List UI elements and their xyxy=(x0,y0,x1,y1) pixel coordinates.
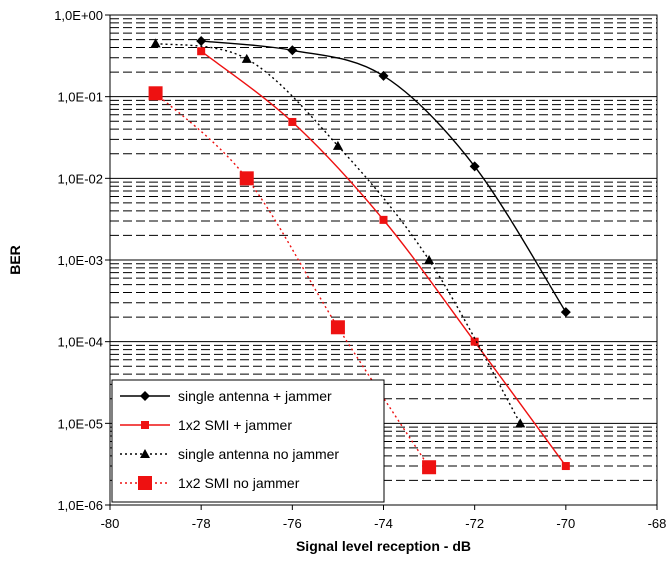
series-line xyxy=(200,50,567,467)
x-axis-title: Signal level reception - dB xyxy=(296,538,471,554)
data-point xyxy=(469,161,480,172)
y-tick-label: 1,0E+00 xyxy=(54,8,103,23)
y-axis-ticks: 1,0E+00 1,0E-01 1,0E-02 1,0E-03 1,0E-04 1,0E-… xyxy=(54,8,110,513)
data-point xyxy=(287,45,298,56)
legend-swatch-marker xyxy=(140,449,150,458)
data-point xyxy=(424,255,435,264)
series-3 xyxy=(150,38,526,428)
series-layer xyxy=(148,36,571,475)
x-tick-label: -80 xyxy=(101,516,120,531)
data-point xyxy=(422,460,437,475)
y-axis-title: BER xyxy=(7,245,23,275)
data-point xyxy=(561,462,570,471)
legend-label: 1x2 SMI + jammer xyxy=(178,417,292,433)
x-tick-label: -74 xyxy=(374,516,393,531)
series-2 xyxy=(197,47,570,471)
data-point xyxy=(239,171,254,186)
legend-label: single antenna + jammer xyxy=(178,388,332,404)
data-point xyxy=(379,215,388,224)
legend: single antenna + jammer 1x2 SMI + jammer s… xyxy=(111,379,385,503)
data-point xyxy=(150,38,161,48)
data-point xyxy=(148,86,163,101)
y-tick-label: 1,0E-05 xyxy=(57,416,103,431)
legend-swatch-marker xyxy=(140,391,150,401)
x-tick-label: -68 xyxy=(648,516,667,531)
data-point xyxy=(288,117,297,126)
series-4 xyxy=(148,86,437,475)
legend-label: single antenna no jammer xyxy=(178,446,339,462)
data-point xyxy=(332,140,343,150)
y-tick-label: 1,0E-02 xyxy=(57,171,103,186)
data-point xyxy=(515,418,526,428)
legend-item: 1x2 SMI no jammer xyxy=(120,475,300,491)
legend-item: single antenna no jammer xyxy=(120,446,339,462)
x-tick-label: -76 xyxy=(283,516,302,531)
data-point xyxy=(378,70,389,81)
series-1 xyxy=(196,36,571,318)
legend-box xyxy=(111,379,385,503)
x-tick-label: -72 xyxy=(465,516,484,531)
legend-item: single antenna + jammer xyxy=(120,388,332,404)
legend-label: 1x2 SMI no jammer xyxy=(178,475,300,491)
y-tick-label: 1,0E-04 xyxy=(57,335,103,350)
data-point xyxy=(197,47,206,56)
data-point xyxy=(196,36,207,47)
series-line xyxy=(201,40,567,313)
y-tick-label: 1,0E-01 xyxy=(57,90,103,105)
data-point xyxy=(560,307,571,318)
series-line xyxy=(155,92,430,468)
legend-item: 1x2 SMI + jammer xyxy=(120,417,292,433)
y-tick-label: 1,0E-06 xyxy=(57,498,103,513)
series-line xyxy=(155,42,521,424)
legend-swatch-marker xyxy=(138,476,152,490)
data-point xyxy=(241,53,252,63)
x-axis-ticks: -80 -78 -76 -74 -72 -70 -68 xyxy=(101,505,667,531)
legend-swatch-marker xyxy=(141,421,149,429)
data-point xyxy=(330,320,345,335)
x-tick-label: -78 xyxy=(192,516,211,531)
data-point xyxy=(470,337,479,346)
y-tick-label: 1,0E-03 xyxy=(57,253,103,268)
x-tick-label: -70 xyxy=(556,516,575,531)
